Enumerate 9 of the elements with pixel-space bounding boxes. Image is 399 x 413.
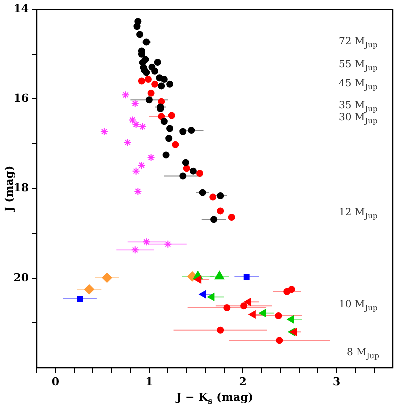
y-axis-title: J (mag) (2, 166, 16, 213)
x-tick-label: 0 (52, 375, 60, 388)
y-tick-label: 14 (14, 2, 30, 16)
x-tick-label: 2 (239, 375, 247, 388)
x-tick-label: 3 (332, 375, 341, 388)
y-tick-label: 16 (14, 92, 30, 106)
y-tick-label: 18 (14, 182, 30, 195)
x-tick-label: 1 (146, 375, 154, 388)
y-tick-label: 20 (14, 271, 30, 284)
